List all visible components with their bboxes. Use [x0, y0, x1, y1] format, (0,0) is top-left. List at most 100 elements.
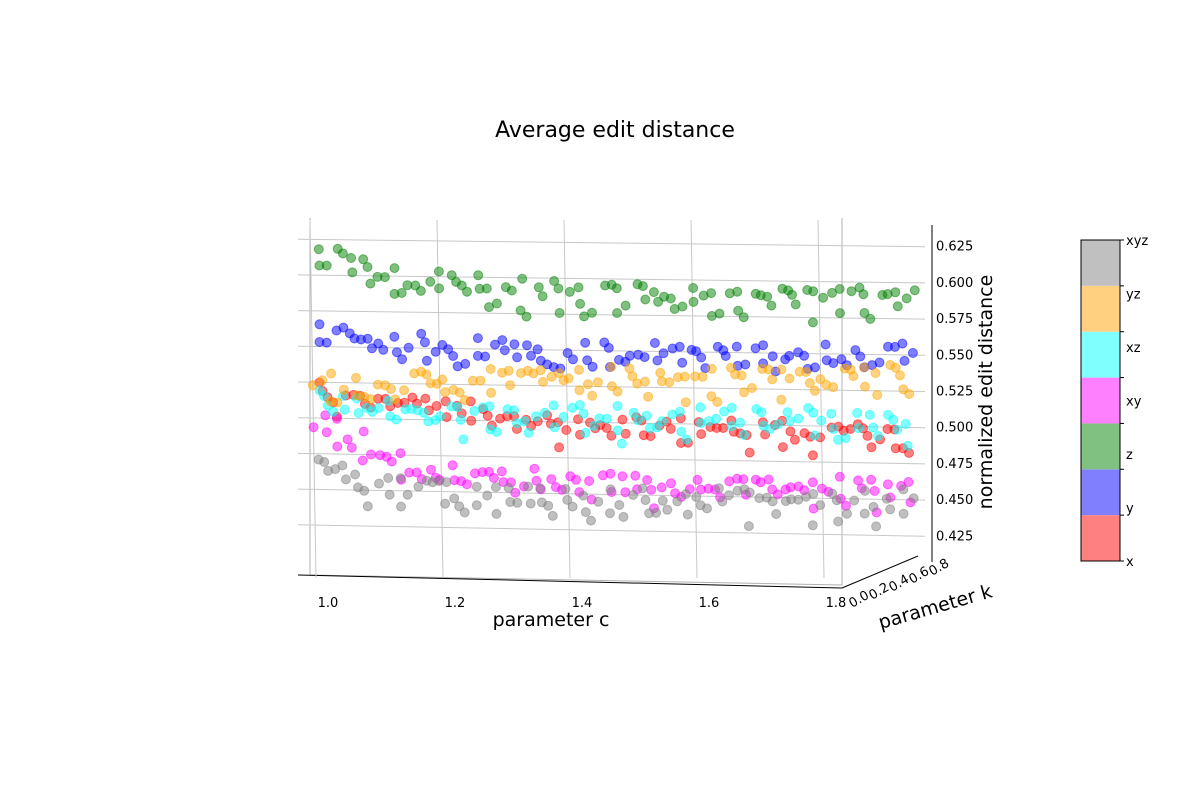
point-z	[688, 296, 699, 307]
chart-title: Average edit distance	[495, 118, 735, 143]
point-xy	[738, 474, 749, 485]
z-tick-label: 0.600	[936, 276, 973, 291]
point-xyz	[503, 482, 514, 493]
point-yz	[326, 368, 337, 379]
point-y	[907, 348, 918, 358]
point-yz	[592, 377, 603, 388]
point-xz	[531, 411, 541, 422]
point-yz	[440, 387, 451, 398]
point-xy	[630, 470, 641, 481]
point-z	[425, 276, 436, 287]
point-xyz	[340, 474, 351, 485]
z-tick-label: 0.550	[936, 348, 973, 363]
point-z	[834, 284, 845, 294]
point-xz	[852, 408, 863, 418]
point-yz	[583, 379, 593, 390]
point-yz	[679, 371, 690, 382]
point-z	[890, 287, 901, 298]
point-xz	[558, 411, 569, 422]
point-xyz	[743, 521, 754, 532]
point-xy	[646, 484, 657, 495]
point-yz	[736, 370, 747, 381]
point-xy	[584, 476, 595, 486]
point-xyz	[578, 490, 589, 501]
point-xyz	[490, 482, 501, 493]
point-xyz	[471, 481, 482, 492]
point-xyz	[402, 489, 413, 500]
point-xz	[509, 405, 519, 416]
point-xyz	[482, 490, 493, 501]
point-z	[396, 288, 407, 298]
point-xyz	[771, 509, 782, 519]
point-xyz	[713, 483, 724, 494]
point-xy	[308, 422, 319, 433]
point-xz	[902, 440, 913, 451]
point-xz	[612, 401, 623, 411]
point-yz	[776, 394, 787, 405]
point-yz	[801, 367, 812, 377]
point-x	[866, 442, 877, 453]
point-y	[532, 344, 543, 355]
point-y	[421, 355, 432, 366]
point-xyz	[849, 495, 860, 506]
point-xz	[628, 407, 639, 418]
point-xyz	[319, 457, 330, 467]
point-xyz	[815, 500, 826, 511]
colorbar-segment-y	[1081, 469, 1120, 516]
point-y	[677, 357, 688, 368]
point-z	[637, 281, 648, 292]
point-y	[499, 345, 510, 356]
point-yz	[399, 385, 410, 396]
point-xz	[588, 421, 599, 431]
point-z	[714, 308, 725, 319]
x-axis-label: parameter c	[493, 609, 610, 631]
point-xz	[681, 434, 692, 445]
point-y	[649, 338, 660, 348]
point-xyz	[808, 489, 819, 499]
point-yz	[317, 375, 328, 386]
point-z	[611, 283, 622, 294]
point-xyz	[525, 498, 536, 509]
grid-line-x	[817, 219, 825, 579]
colorbar-segment-z	[1081, 423, 1120, 470]
point-xyz	[682, 509, 693, 520]
point-xz	[809, 430, 820, 441]
point-y	[580, 337, 591, 348]
point-yz	[454, 387, 465, 398]
point-yz	[767, 374, 778, 385]
point-xz	[455, 414, 466, 425]
point-y	[758, 340, 769, 351]
point-y	[472, 333, 483, 344]
point-z	[732, 286, 743, 297]
point-y	[522, 340, 532, 351]
point-yz	[784, 373, 795, 384]
point-xy	[605, 468, 616, 479]
point-xz	[892, 424, 903, 435]
point-x	[785, 426, 796, 437]
point-yz	[776, 364, 787, 375]
point-xy	[496, 466, 507, 477]
point-yz	[872, 390, 883, 400]
grid-line-x	[309, 219, 317, 579]
point-z	[865, 313, 876, 324]
colorbar-label-xy: xy	[1126, 395, 1142, 410]
point-xz	[726, 421, 737, 432]
point-xyz	[396, 501, 406, 512]
point-xyz	[628, 489, 639, 500]
point-xyz	[449, 493, 460, 504]
point-z	[549, 276, 560, 286]
point-z	[379, 272, 390, 283]
point-y	[767, 351, 778, 362]
point-xy	[869, 485, 880, 496]
data-points	[307, 243, 920, 532]
point-xy	[903, 477, 914, 487]
point-x	[696, 429, 707, 440]
point-yz	[904, 389, 915, 399]
point-xyz	[350, 469, 361, 480]
z-tick-label: 0.450	[936, 493, 973, 508]
point-z	[573, 282, 584, 293]
point-xy	[366, 449, 376, 460]
point-xz	[735, 417, 746, 428]
point-xyz	[562, 494, 573, 505]
